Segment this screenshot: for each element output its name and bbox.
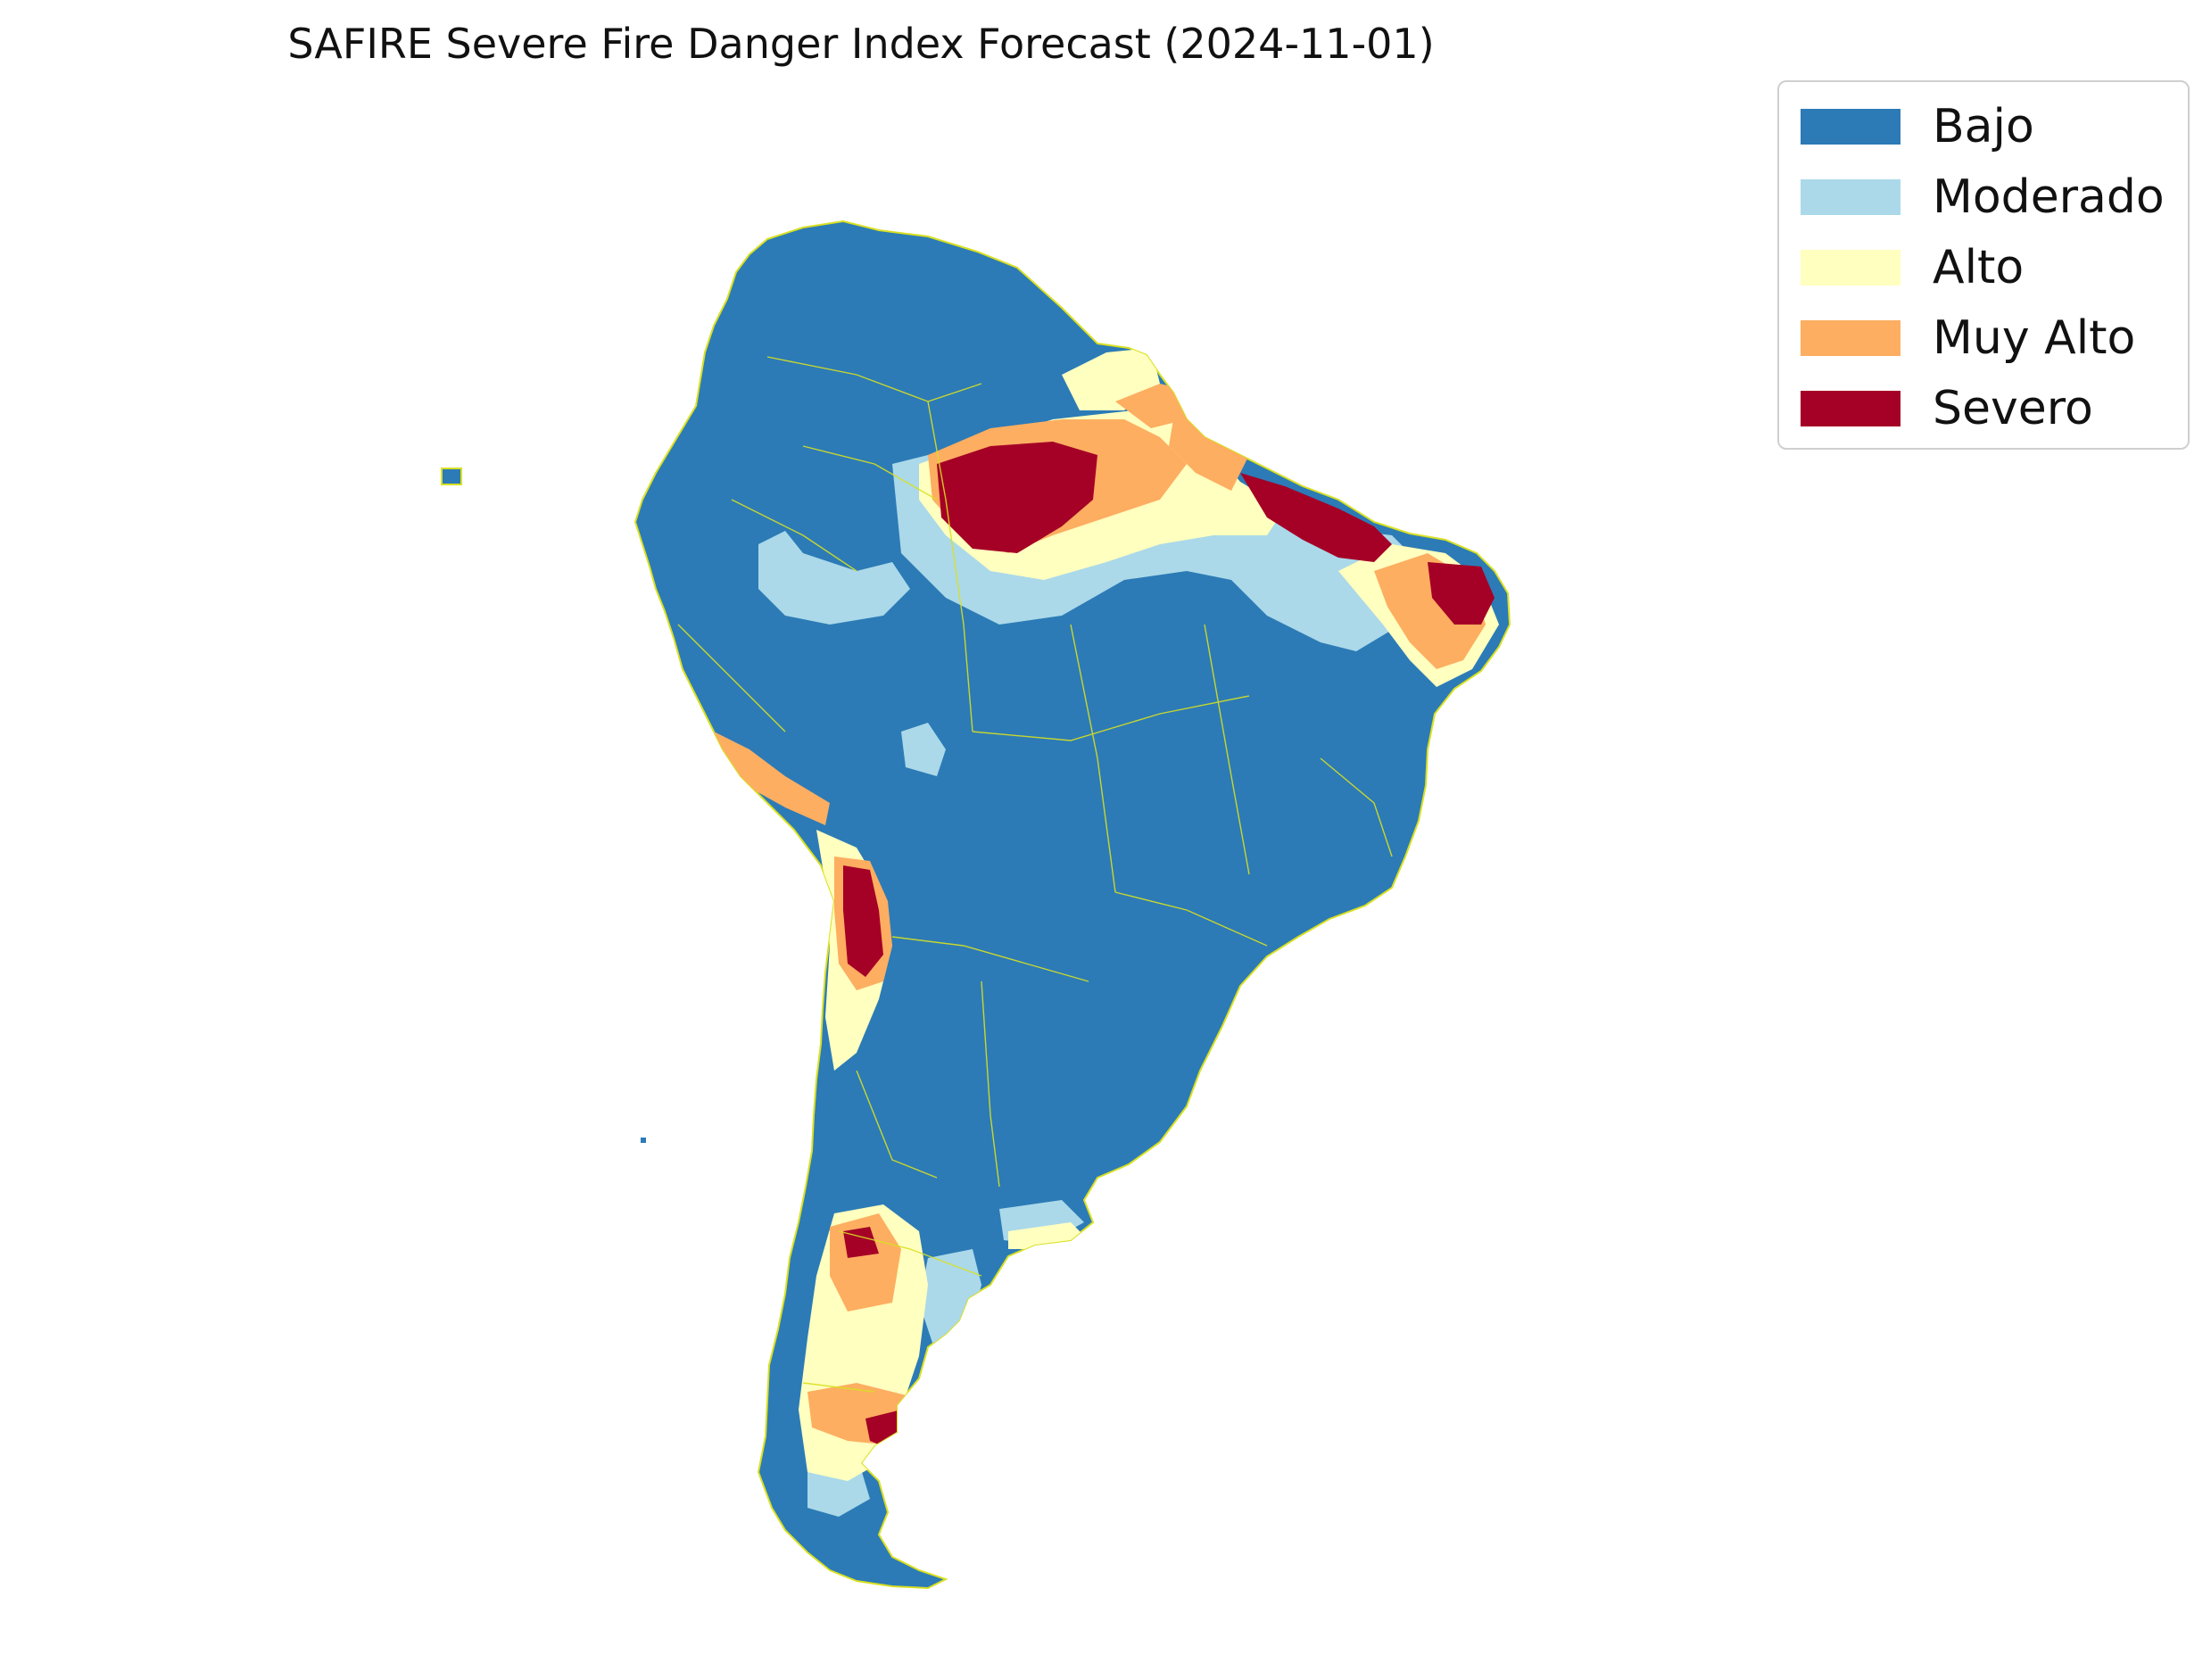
legend-item-muy-alto: Muy Alto <box>1779 313 2188 384</box>
legend-item-moderado: Moderado <box>1779 172 2188 243</box>
legend-label-severo: Severo <box>1933 382 2093 435</box>
small-island <box>641 1138 646 1143</box>
legend-label-muy-alto: Muy Alto <box>1933 311 2136 365</box>
legend-swatch-bajo <box>1801 109 1900 145</box>
severo-zone-andes <box>843 865 883 977</box>
severo-zone-amazon <box>937 442 1097 553</box>
legend-label-moderado: Moderado <box>1933 170 2165 224</box>
legend-item-bajo: Bajo <box>1779 102 2188 172</box>
legend-swatch-alto <box>1801 250 1900 286</box>
legend-item-severo: Severo <box>1779 384 2188 454</box>
legend-swatch-severo <box>1801 391 1900 426</box>
legend: Bajo Moderado Alto Muy Alto Severo <box>1777 80 2190 450</box>
galapagos-islands <box>441 468 462 485</box>
severo-zone-ceara <box>1428 562 1495 625</box>
muy-alto-zone-peru-coast <box>714 732 830 825</box>
legend-swatch-muy-alto <box>1801 320 1900 356</box>
administrative-boundaries <box>677 356 1393 1393</box>
moderado-zone-bolivia <box>901 723 946 776</box>
legend-item-alto: Alto <box>1779 243 2188 313</box>
legend-label-bajo: Bajo <box>1933 100 2034 153</box>
legend-swatch-moderado <box>1801 179 1900 215</box>
moderado-zone-west <box>758 531 910 625</box>
alto-zone-pampas <box>1008 1222 1084 1249</box>
severo-zone-maranhao <box>1240 473 1392 562</box>
map-title: SAFIRE Severe Fire Danger Index Forecast… <box>287 20 1435 68</box>
legend-label-alto: Alto <box>1933 241 2025 294</box>
